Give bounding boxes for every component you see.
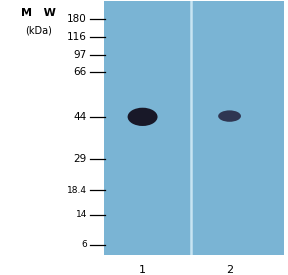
Ellipse shape	[218, 110, 241, 122]
Text: 1: 1	[139, 265, 146, 275]
Text: 180: 180	[67, 14, 87, 24]
Ellipse shape	[128, 108, 158, 126]
Text: 6: 6	[81, 241, 87, 249]
Bar	[104, 1, 284, 255]
Text: 44: 44	[74, 112, 87, 122]
Text: M   W: M W	[21, 8, 56, 18]
Text: 29: 29	[74, 154, 87, 164]
Text: 66: 66	[74, 67, 87, 78]
Text: 97: 97	[74, 50, 87, 60]
Text: 116: 116	[67, 32, 87, 42]
Text: 2: 2	[226, 265, 233, 275]
Text: 14: 14	[75, 210, 87, 219]
Text: (kDa): (kDa)	[25, 26, 52, 35]
Text: 18.4: 18.4	[67, 186, 87, 195]
